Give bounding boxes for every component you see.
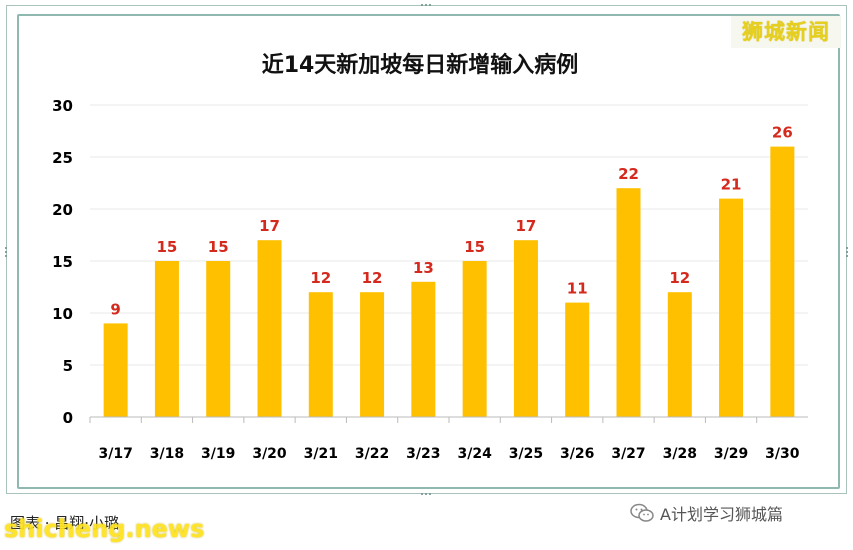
bar [411, 281, 436, 417]
data-label: 26 [772, 124, 793, 142]
data-label: 15 [464, 238, 485, 256]
bar [206, 261, 231, 417]
data-label: 15 [156, 238, 177, 256]
data-label: 15 [208, 238, 229, 256]
chart-credit: 图表 · 昌翔·小璐 [10, 514, 120, 532]
x-category-label: 3/24 [457, 446, 492, 462]
data-label: 11 [567, 280, 588, 298]
wechat-icon [630, 503, 654, 522]
data-label: 22 [618, 165, 639, 183]
data-label: 12 [362, 269, 383, 287]
y-tick-label: 30 [52, 97, 73, 115]
bar [770, 146, 795, 417]
x-category-label: 3/22 [355, 446, 389, 462]
bars [103, 146, 795, 417]
x-category-label: 3/30 [765, 446, 800, 462]
data-labels: 9 15 15 17 12 12 13 15 17 11 22 12 21 26 [110, 124, 792, 319]
data-label: 21 [721, 176, 742, 194]
data-label: 17 [515, 217, 536, 235]
x-category-label: 3/23 [406, 446, 440, 462]
data-label: 12 [669, 269, 690, 287]
resize-handle-bottom[interactable] [420, 492, 432, 496]
grid-lines [90, 104, 808, 366]
y-tick-label: 5 [63, 357, 73, 375]
x-category-label: 3/27 [611, 446, 645, 462]
chart-inner-border [17, 14, 840, 489]
x-category-label: 3/28 [663, 446, 697, 462]
chart-title: 近14天新加坡每日新增输入病例 [262, 52, 579, 78]
resize-handle-left[interactable] [4, 246, 8, 258]
bar [360, 292, 385, 417]
bar [308, 292, 333, 417]
y-tick-label: 15 [52, 253, 73, 271]
data-label: 13 [413, 259, 434, 277]
bar [719, 198, 744, 417]
x-category-label: 3/26 [560, 446, 594, 462]
x-axis-categories: 3/17 3/18 3/19 3/20 3/21 3/22 3/23 3/24 3/25 3/26… [89, 417, 800, 462]
watermark: shicheng.news [4, 515, 205, 543]
data-label: 17 [259, 217, 280, 235]
x-category-label: 3/21 [304, 446, 338, 462]
wechat-account: A计划学习狮城篇 [630, 500, 783, 526]
bar [513, 240, 538, 417]
bar [103, 323, 128, 417]
data-label: 12 [310, 269, 331, 287]
resize-handle-right[interactable] [845, 246, 849, 258]
x-category-label: 3/18 [150, 446, 184, 462]
bar [565, 302, 590, 417]
x-category-label: 3/19 [201, 446, 235, 462]
bar [257, 240, 282, 417]
y-tick-label: 20 [52, 201, 73, 219]
x-category-label: 3/25 [509, 446, 543, 462]
bar [462, 261, 487, 417]
x-category-label: 3/17 [98, 446, 132, 462]
x-category-label: 3/20 [252, 446, 287, 462]
y-tick-label: 0 [63, 409, 73, 427]
resize-handle-top[interactable] [420, 3, 432, 7]
y-tick-label: 10 [52, 305, 73, 323]
brand-logo: 狮城新闻 [731, 16, 841, 48]
y-tick-label: 25 [52, 149, 73, 167]
y-axis-ticks: 0 5 10 15 20 25 30 [52, 97, 73, 427]
data-label: 9 [110, 300, 120, 318]
bar [154, 261, 179, 417]
x-category-label: 3/29 [714, 446, 748, 462]
bar [616, 188, 641, 417]
bar [667, 292, 692, 417]
wechat-label: A计划学习狮城篇 [660, 505, 783, 524]
